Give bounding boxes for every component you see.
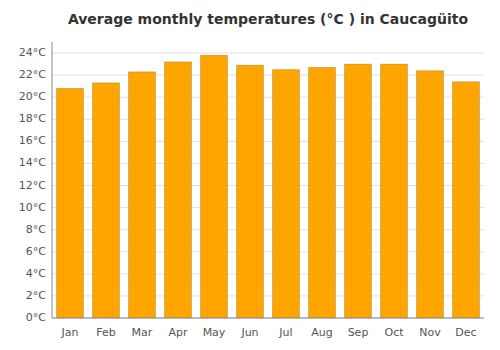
x-tick-label: Oct bbox=[384, 326, 404, 339]
bar bbox=[237, 65, 264, 318]
title: Average monthly temperatures (°C ) in Ca… bbox=[68, 11, 469, 27]
y-ticks: 0°C 2°C 4°C 6°C 8°C 10°C 12°C 14°C 16°C 18°C 20°C 2… bbox=[19, 46, 46, 324]
bar bbox=[309, 67, 336, 318]
bar bbox=[273, 70, 300, 318]
bar bbox=[345, 64, 372, 318]
x-tick-label: Nov bbox=[419, 326, 441, 339]
y-tick-label: 4°C bbox=[26, 267, 46, 280]
bars bbox=[57, 55, 480, 318]
x-tick-label: Apr bbox=[168, 326, 188, 339]
y-tick-label: 24°C bbox=[19, 46, 46, 59]
y-tick-label: 2°C bbox=[26, 289, 46, 302]
bar bbox=[417, 71, 444, 318]
x-tick-label: Aug bbox=[311, 326, 332, 339]
x-ticks: Jan Feb Mar Apr May Jun Jul Aug Sep Oct Nov Dec bbox=[61, 326, 477, 339]
y-tick-label: 12°C bbox=[19, 179, 46, 192]
x-tick-label: Jul bbox=[278, 326, 292, 339]
x-tick-label: Feb bbox=[96, 326, 115, 339]
chart-container: Average monthly temperatures (°C ) in Ca… bbox=[0, 0, 500, 350]
grid-line bbox=[52, 318, 484, 319]
chart: Average monthly temperatures (°C ) in Ca… bbox=[0, 0, 500, 350]
grid bbox=[52, 53, 484, 318]
x-axis-line bbox=[52, 318, 484, 319]
bar bbox=[165, 62, 192, 318]
bar bbox=[57, 88, 84, 318]
y-tick-label: 14°C bbox=[19, 156, 46, 169]
y-tick-label: 6°C bbox=[26, 245, 46, 258]
x-tick-label: Jan bbox=[61, 326, 79, 339]
bar bbox=[201, 55, 228, 318]
bar bbox=[93, 83, 120, 318]
y-tick-label: 8°C bbox=[26, 223, 46, 236]
y-tick-label: 22°C bbox=[19, 68, 46, 81]
bar bbox=[129, 72, 156, 318]
y-axis-line bbox=[52, 42, 53, 318]
x-tick-label: Sep bbox=[348, 326, 369, 339]
y-tick-label: 0°C bbox=[26, 311, 46, 324]
bar bbox=[381, 64, 408, 318]
x-tick-label: Mar bbox=[132, 326, 153, 339]
y-tick-label: 20°C bbox=[19, 90, 46, 103]
grid-line bbox=[52, 53, 484, 54]
y-tick-label: 18°C bbox=[19, 112, 46, 125]
y-tick-label: 16°C bbox=[19, 134, 46, 147]
x-tick-label: May bbox=[203, 326, 226, 339]
y-tick-label: 10°C bbox=[19, 201, 46, 214]
bar bbox=[453, 82, 480, 318]
x-tick-label: Dec bbox=[455, 326, 476, 339]
x-tick-label: Jun bbox=[240, 326, 258, 339]
